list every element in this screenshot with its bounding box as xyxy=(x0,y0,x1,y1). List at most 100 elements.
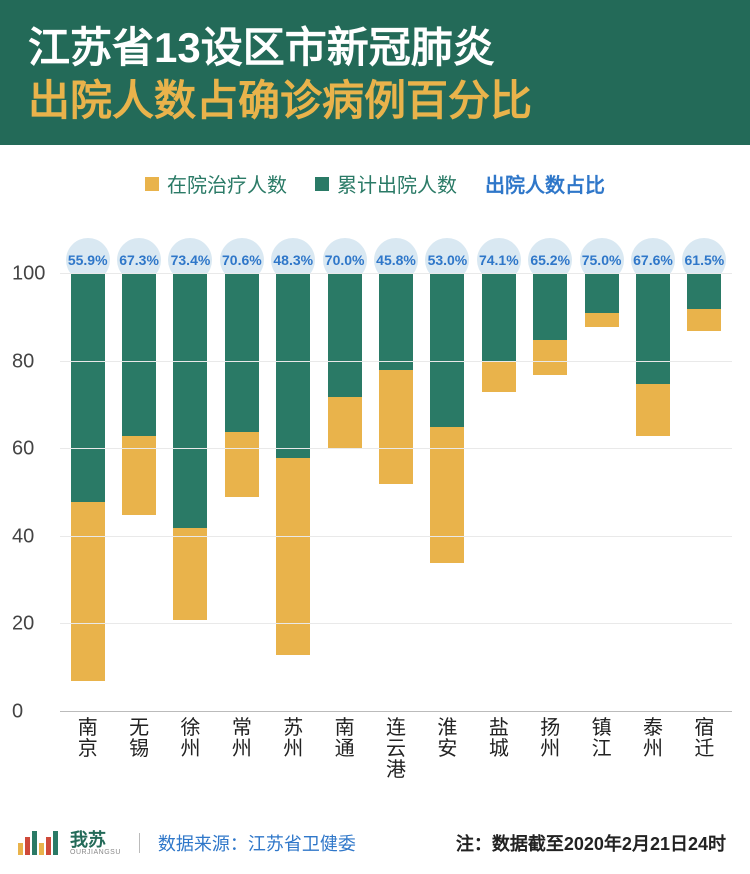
x-tick-label: 常州 xyxy=(216,712,267,764)
bar-stack xyxy=(687,274,721,331)
x-tick-label: 宿迁 xyxy=(679,712,730,764)
bar-segment-discharged xyxy=(585,274,619,313)
legend-label-in-hospital: 在院治疗人数 xyxy=(167,169,287,198)
bar-segment-discharged xyxy=(636,274,670,384)
chart-area: 55.9%67.3%73.4%70.6%48.3%70.0%45.8%53.0%… xyxy=(0,204,750,818)
bar-column xyxy=(525,274,576,712)
legend: 在院治疗人数 累计出院人数 出院人数占比 xyxy=(0,169,750,198)
legend-label-discharged: 累计出院人数 xyxy=(337,169,457,198)
logo-text-block: 我苏 OURJIANGSU xyxy=(66,831,121,856)
infographic-root: 江苏省13设区市新冠肺炎 出院人数占确诊病例百分比 在院治疗人数 累计出院人数 … xyxy=(0,0,750,874)
logo-bar-icon xyxy=(39,843,44,855)
x-tick-label: 连云港 xyxy=(370,712,421,764)
x-tick-label: 淮安 xyxy=(422,712,473,764)
bar-stack xyxy=(379,274,413,484)
logo-bar-icon xyxy=(18,843,23,855)
bar-segment-in-hospital xyxy=(379,370,413,484)
bar-segment-in-hospital xyxy=(276,458,310,655)
bar-segment-discharged xyxy=(482,274,516,362)
bar-segment-in-hospital xyxy=(585,313,619,326)
x-axis-labels: 南京无锡徐州常州苏州南通连云港淮安盐城扬州镇江泰州宿迁 xyxy=(60,712,732,764)
bar-stack xyxy=(71,274,105,681)
gridline xyxy=(60,448,732,449)
y-tick-label: 0 xyxy=(12,701,23,724)
gridline xyxy=(60,361,732,362)
bar-segment-in-hospital xyxy=(533,340,567,375)
bar-segment-in-hospital xyxy=(225,432,259,498)
bar-column xyxy=(679,274,730,712)
header: 江苏省13设区市新冠肺炎 出院人数占确诊病例百分比 xyxy=(0,0,750,145)
bar-stack xyxy=(122,274,156,515)
bar-stack xyxy=(585,274,619,327)
bar-segment-in-hospital xyxy=(71,502,105,682)
logo-icon xyxy=(18,831,58,855)
bar-stack xyxy=(482,274,516,392)
title-line-2: 出院人数占确诊病例百分比 xyxy=(28,75,722,128)
plot-area: 020406080100 xyxy=(60,274,732,712)
footer: 我苏 OURJIANGSU 数据来源：江苏省卫健委 注：数据截至2020年2月2… xyxy=(0,818,750,874)
bar-column xyxy=(627,274,678,712)
x-tick-label: 盐城 xyxy=(473,712,524,764)
bars-container xyxy=(60,274,732,712)
bar-column xyxy=(473,274,524,712)
bar-column xyxy=(165,274,216,712)
bar-column xyxy=(319,274,370,712)
title-line-1: 江苏省13设区市新冠肺炎 xyxy=(28,22,722,75)
logo-text: 我苏 xyxy=(70,831,121,849)
gridline xyxy=(60,536,732,537)
footer-divider xyxy=(139,833,140,853)
bar-segment-discharged xyxy=(687,274,721,309)
bar-stack xyxy=(173,274,207,620)
x-tick-label: 南通 xyxy=(319,712,370,764)
bar-segment-in-hospital xyxy=(687,309,721,331)
bar-segment-discharged xyxy=(71,274,105,502)
bar-stack xyxy=(533,274,567,375)
legend-item-in-hospital: 在院治疗人数 xyxy=(145,169,287,198)
logo-subtext: OURJIANGSU xyxy=(70,849,121,856)
x-tick-label: 泰州 xyxy=(627,712,678,764)
bar-segment-discharged xyxy=(328,274,362,397)
footer-left: 我苏 OURJIANGSU 数据来源：江苏省卫健委 xyxy=(18,830,356,856)
y-tick-label: 80 xyxy=(12,350,34,373)
x-tick-label: 徐州 xyxy=(165,712,216,764)
legend-label-ratio: 出院人数占比 xyxy=(485,169,605,198)
x-tick-label: 苏州 xyxy=(268,712,319,764)
y-tick-label: 60 xyxy=(12,438,34,461)
x-tick-label: 南京 xyxy=(62,712,113,764)
legend-item-discharged: 累计出院人数 xyxy=(315,169,457,198)
bar-column xyxy=(268,274,319,712)
bar-segment-discharged xyxy=(173,274,207,528)
logo-bar-icon xyxy=(32,831,37,855)
bar-segment-in-hospital xyxy=(173,528,207,620)
x-tick-label: 镇江 xyxy=(576,712,627,764)
x-tick-label: 无锡 xyxy=(113,712,164,764)
bar-column xyxy=(576,274,627,712)
bar-stack xyxy=(430,274,464,563)
bar-segment-in-hospital xyxy=(482,362,516,393)
chart: 55.9%67.3%73.4%70.6%48.3%70.0%45.8%53.0%… xyxy=(60,204,732,764)
legend-item-ratio: 出院人数占比 xyxy=(485,169,605,198)
bar-column xyxy=(113,274,164,712)
bar-column xyxy=(370,274,421,712)
bar-segment-discharged xyxy=(430,274,464,427)
y-tick-label: 20 xyxy=(12,613,34,636)
bar-segment-discharged xyxy=(379,274,413,370)
bar-stack xyxy=(636,274,670,436)
source-label: 数据来源：江苏省卫健委 xyxy=(158,830,356,856)
y-tick-label: 100 xyxy=(12,263,45,286)
bar-segment-discharged xyxy=(276,274,310,458)
bar-column xyxy=(422,274,473,712)
bar-segment-in-hospital xyxy=(636,384,670,437)
y-tick-label: 40 xyxy=(12,525,34,548)
footer-note: 注：数据截至2020年2月21日24时 xyxy=(456,830,726,856)
bar-segment-discharged xyxy=(122,274,156,436)
x-tick-label: 扬州 xyxy=(525,712,576,764)
bar-segment-discharged xyxy=(225,274,259,432)
gridline xyxy=(60,623,732,624)
logo-bar-icon xyxy=(46,837,51,855)
bar-stack xyxy=(276,274,310,655)
swatch-in-hospital xyxy=(145,177,159,191)
swatch-discharged xyxy=(315,177,329,191)
bar-segment-in-hospital xyxy=(328,397,362,450)
bar-column xyxy=(62,274,113,712)
